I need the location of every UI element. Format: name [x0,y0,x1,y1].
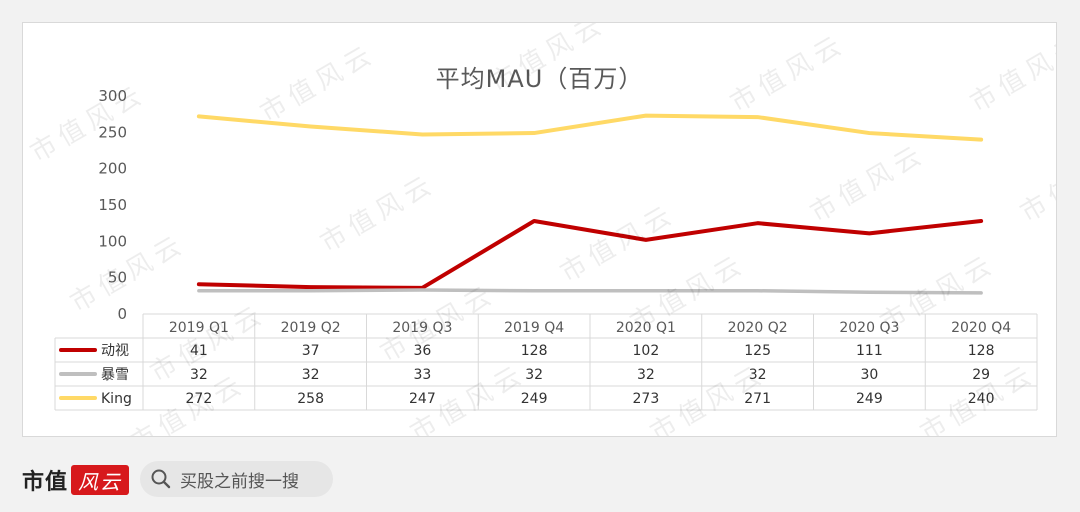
chart-title: 平均MAU（百万） [435,65,644,93]
data-value: 32 [749,367,767,383]
search-placeholder: 买股之前搜一搜 [180,471,299,492]
y-tick-label: 100 [98,232,127,250]
y-tick-label: 250 [98,123,127,141]
data-value: 111 [856,343,883,359]
legend-label: King [101,391,132,407]
data-value: 258 [297,391,324,407]
data-value: 240 [968,391,995,407]
chart-card: 平均MAU（百万） 300 250 200 150 100 50 0 2019 Q1 2019 … [22,22,1057,437]
brand-logo: 市值 风云 [22,463,130,497]
brand-seal: 风云 [71,465,130,495]
x-category-label: 2019 Q2 [281,320,341,336]
y-tick-label: 0 [117,305,127,323]
y-tick-label: 150 [98,196,127,214]
data-value: 271 [744,391,771,407]
x-category-label: 2020 Q4 [951,320,1011,336]
brand-name: 市值 [22,470,69,495]
x-category-label: 2019 Q3 [392,320,452,336]
x-category-label: 2019 Q1 [169,320,229,336]
data-value: 32 [302,367,320,383]
search-icon [151,469,171,489]
footer-bar: 市值 风云 买股之前搜一搜 [0,455,1080,512]
series-line [197,288,983,295]
x-category-label: 2020 Q3 [839,320,899,336]
x-category-label: 2020 Q2 [728,320,788,336]
data-value: 128 [968,343,995,359]
data-value: 32 [190,367,208,383]
data-value: 30 [860,367,878,383]
x-category-label: 2019 Q4 [504,320,564,336]
data-value: 32 [525,367,543,383]
data-value: 41 [190,343,208,359]
x-category-label: 2020 Q1 [616,320,676,336]
search-box[interactable]: 买股之前搜一搜 [140,461,333,497]
data-value: 273 [633,391,660,407]
data-value: 125 [744,343,771,359]
y-tick-label: 200 [98,160,127,178]
legend-label: 暴雪 [101,367,129,383]
line-chart: 300 250 200 150 100 50 0 2019 Q1 2019 Q2 2019 Q3 2… [54,87,1038,411]
data-value: 249 [856,391,883,407]
data-value: 247 [409,391,436,407]
legend-label: 动视 [101,343,129,359]
data-value: 36 [413,343,431,359]
data-value: 33 [413,367,431,383]
series-line [196,113,984,142]
data-value: 29 [972,367,990,383]
series-line [196,218,984,290]
y-tick-label: 50 [108,269,127,287]
data-value: 249 [521,391,548,407]
data-value: 128 [521,343,548,359]
data-value: 32 [637,367,655,383]
data-value: 272 [186,391,213,407]
data-value: 102 [633,343,660,359]
data-value: 37 [302,343,320,359]
y-tick-label: 300 [98,87,127,105]
